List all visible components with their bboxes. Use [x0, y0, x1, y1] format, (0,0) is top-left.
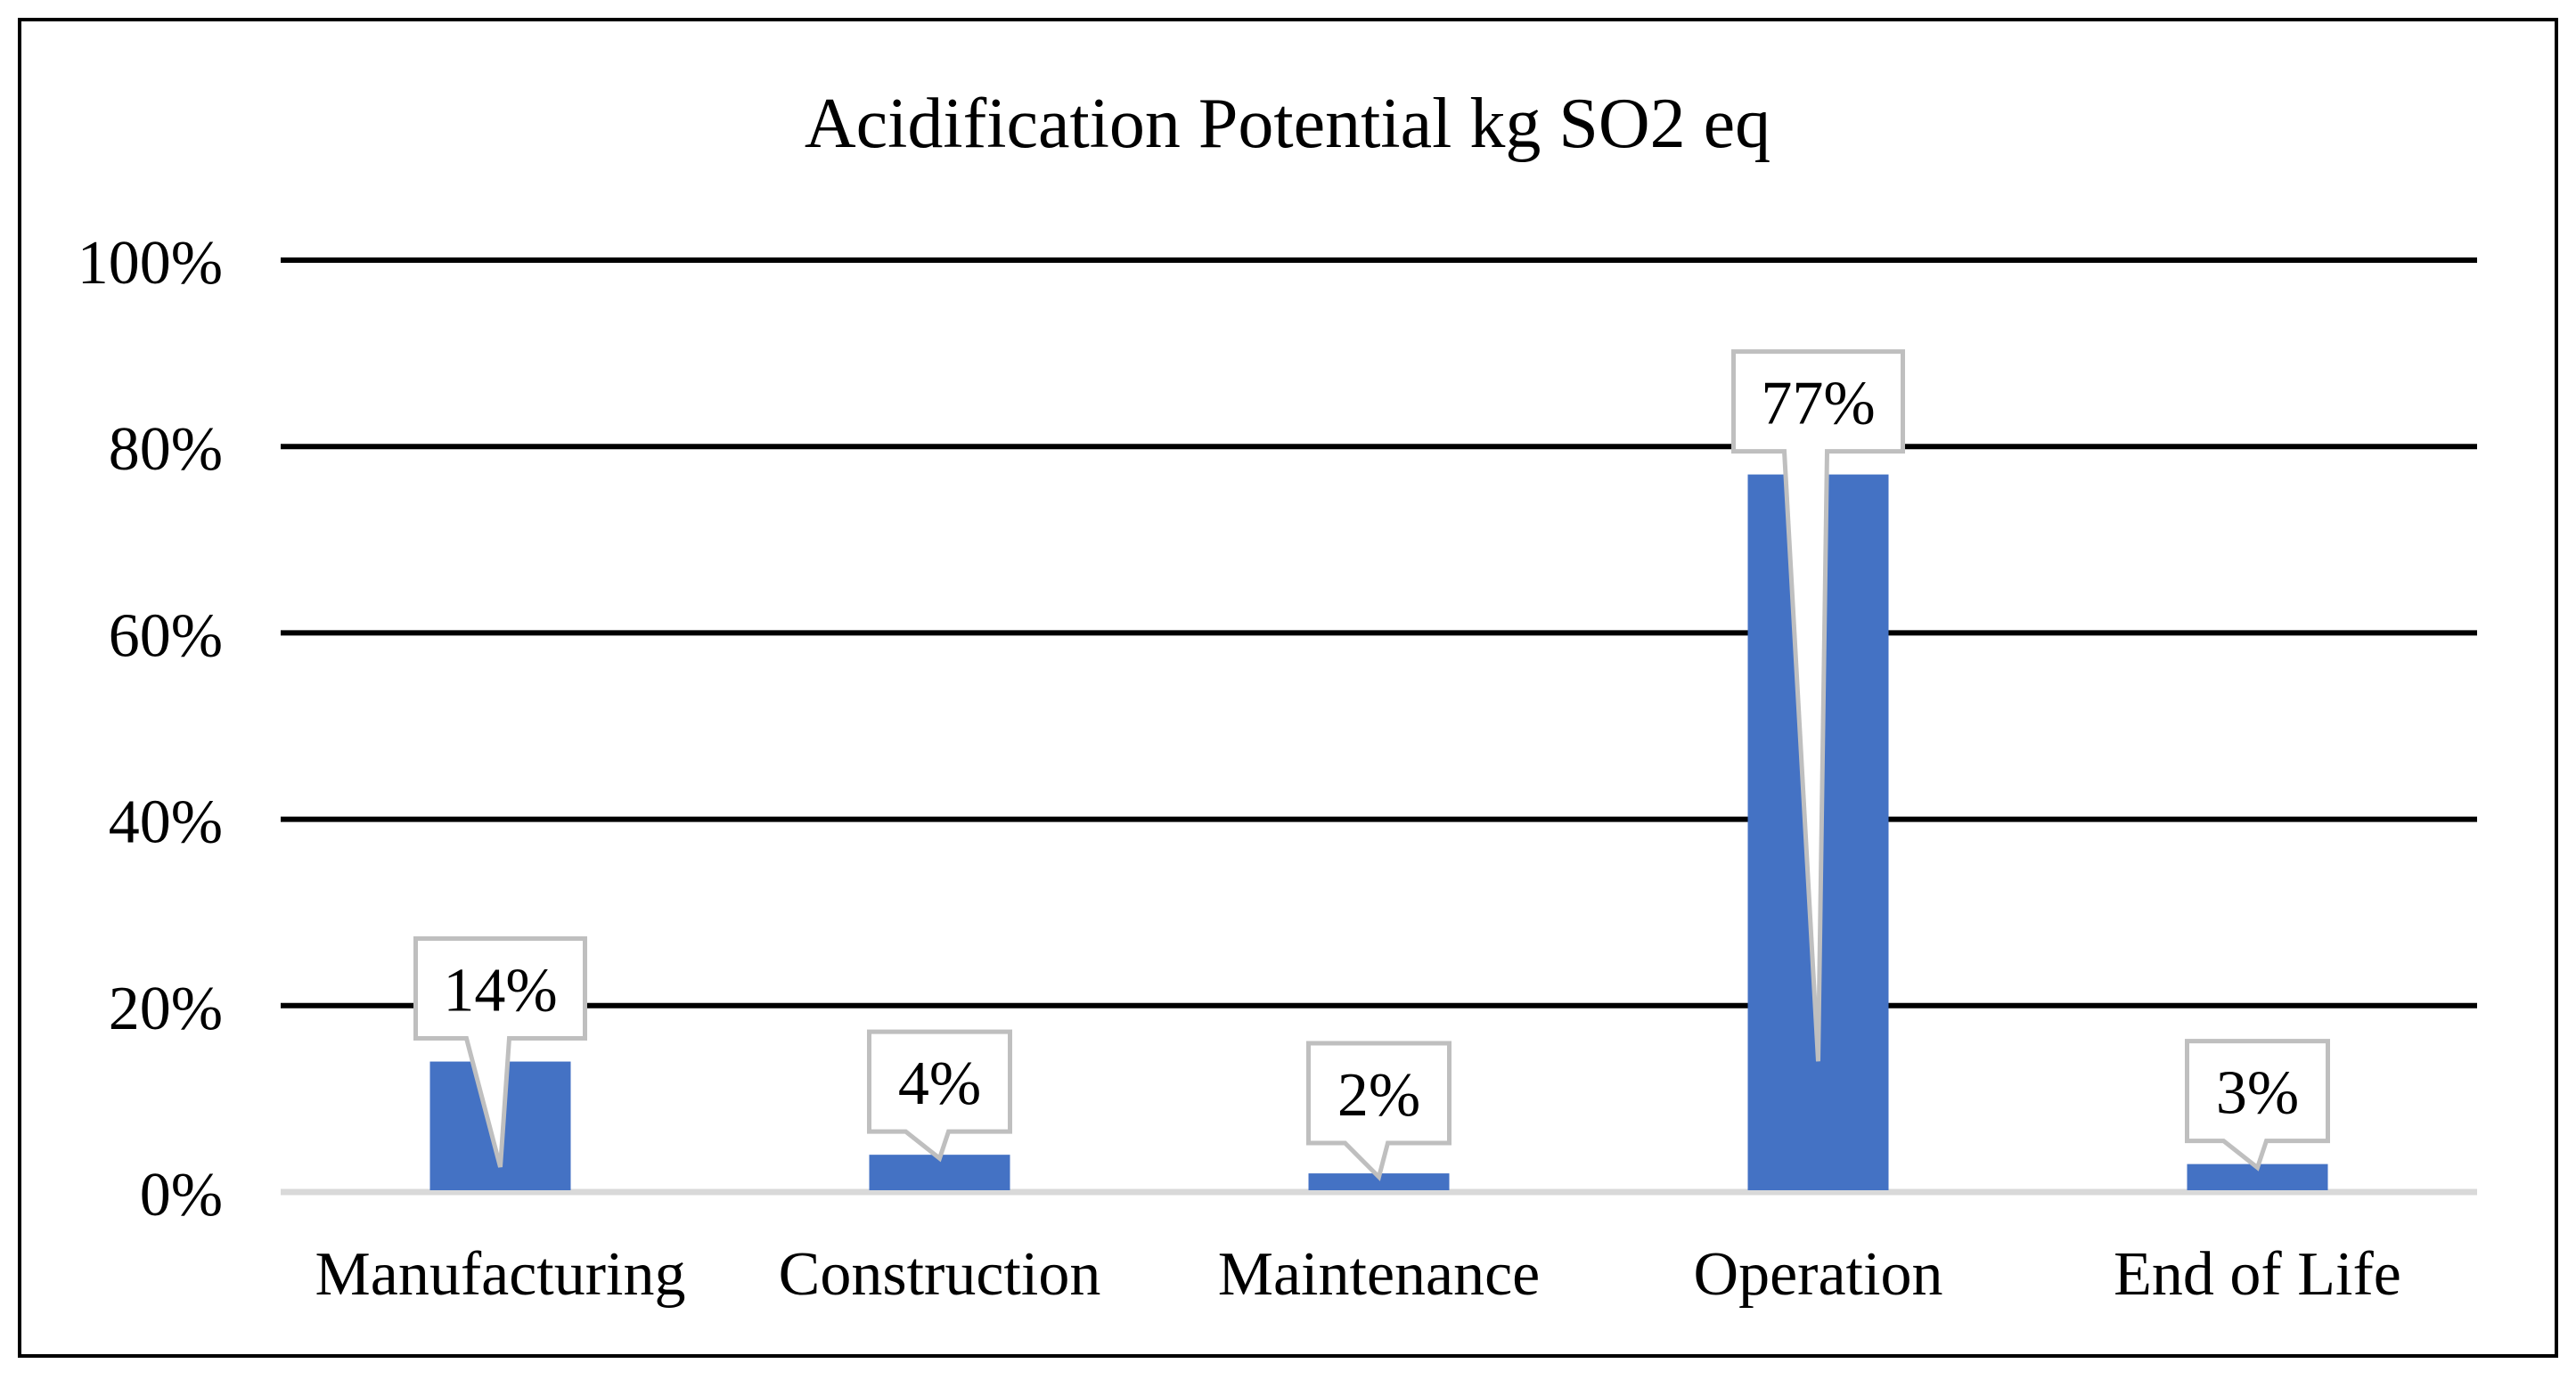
y-tick-label: 40% [109, 788, 223, 857]
x-tick-label: Manufacturing [315, 1240, 686, 1309]
x-tick-label: End of Life [2114, 1240, 2401, 1309]
chart-title: Acidification Potential kg SO2 eq [805, 85, 1770, 163]
data-label: 14% [443, 957, 557, 1025]
x-tick-label: Maintenance [1218, 1240, 1540, 1309]
data-label-callout [1306, 1041, 1452, 1181]
data-label-callout [2185, 1039, 2330, 1172]
data-label-callout [1731, 349, 1905, 1062]
data-label-callout [867, 1029, 1012, 1163]
y-axis-tick-labels: 0% 20% 40% 60% 80% 100% [78, 229, 223, 1229]
data-label: 2% [1337, 1061, 1420, 1130]
y-tick-label: 20% [109, 975, 223, 1043]
y-tick-label: 100% [78, 229, 223, 298]
bar [1308, 1173, 1450, 1190]
x-tick-label: Construction [779, 1240, 1101, 1309]
y-tick-label: 0% [140, 1161, 223, 1229]
x-tick-label: Operation [1694, 1240, 1943, 1309]
y-tick-label: 80% [109, 415, 223, 484]
data-label: 4% [898, 1049, 981, 1118]
data-labels: 14% 4% 2% 77% 3% [413, 349, 2330, 1181]
chart-frame [18, 18, 2558, 1358]
data-label: 3% [2216, 1059, 2299, 1128]
data-label: 77% [1761, 370, 1875, 438]
y-tick-label: 60% [109, 601, 223, 670]
x-axis-tick-labels: Manufacturing Construction Maintenance Oper… [315, 1240, 2401, 1309]
gridlines [281, 257, 2477, 1196]
data-label-callout [413, 936, 587, 1168]
